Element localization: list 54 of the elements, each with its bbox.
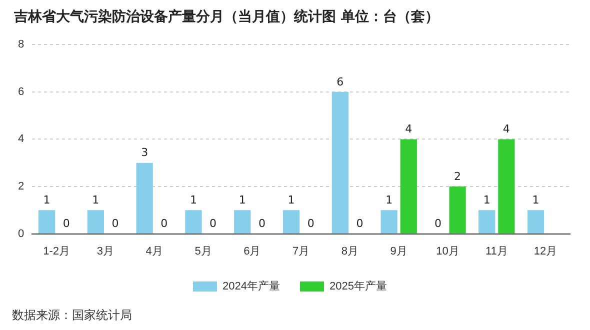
data-label: 0 xyxy=(210,217,217,230)
bar xyxy=(38,210,56,234)
data-label: 4 xyxy=(502,122,510,136)
chart-title: 吉林省大气污染防治设备产量分月（当月值）统计图 单位：台（套） xyxy=(14,8,439,26)
bar xyxy=(234,210,251,234)
x-tick-label: 9月 xyxy=(390,245,408,258)
y-tick-label: 2 xyxy=(18,180,24,193)
bar xyxy=(136,162,153,234)
y-tick-label: 8 xyxy=(18,38,24,51)
legend-label: 2024年产量 xyxy=(222,280,280,293)
source-note: 数据来源：国家统计局 xyxy=(12,307,132,324)
x-tick-label: 7月 xyxy=(292,245,310,258)
bar xyxy=(478,210,496,234)
data-label: 4 xyxy=(405,122,412,136)
x-tick-label: 1-2月 xyxy=(43,245,70,258)
data-label: 0 xyxy=(434,217,442,230)
bar xyxy=(449,186,466,234)
data-label: 1 xyxy=(238,194,246,207)
bar xyxy=(498,139,515,234)
data-label: 0 xyxy=(356,217,364,230)
x-tick-label: 4月 xyxy=(146,245,163,258)
bar xyxy=(185,210,202,234)
x-tick-label: 3月 xyxy=(96,245,114,258)
data-label: 1 xyxy=(483,194,490,207)
legend-label: 2025年产量 xyxy=(330,280,387,293)
x-tick-label: 5月 xyxy=(194,245,212,258)
x-tick-label: 8月 xyxy=(341,245,359,258)
data-label: 3 xyxy=(141,146,148,160)
x-tick-label: 6月 xyxy=(244,245,261,258)
data-label: 1 xyxy=(190,194,197,207)
data-label: 1 xyxy=(288,194,295,207)
bar xyxy=(332,92,348,234)
data-label: 1 xyxy=(92,194,100,207)
data-label: 1 xyxy=(43,194,50,207)
y-tick-label: 0 xyxy=(18,228,24,240)
bar xyxy=(380,210,398,234)
bar xyxy=(282,210,300,234)
y-tick-label: 6 xyxy=(18,86,24,98)
x-tick-label: 12月 xyxy=(534,245,558,258)
data-label: 1 xyxy=(532,194,540,207)
data-label: 0 xyxy=(112,217,119,230)
data-label: 1 xyxy=(386,194,393,207)
data-label: 0 xyxy=(258,217,266,230)
y-tick-label: 4 xyxy=(18,133,24,146)
data-label: 6 xyxy=(336,75,344,88)
bar xyxy=(400,139,417,234)
bar xyxy=(527,210,544,234)
data-label: 2 xyxy=(454,170,462,183)
x-tick-label: 10月 xyxy=(436,245,460,258)
data-label: 0 xyxy=(160,217,168,230)
data-label: 0 xyxy=(62,217,70,230)
data-label: 0 xyxy=(307,217,314,230)
x-tick-label: 11月 xyxy=(485,245,508,258)
bar xyxy=(87,210,104,234)
